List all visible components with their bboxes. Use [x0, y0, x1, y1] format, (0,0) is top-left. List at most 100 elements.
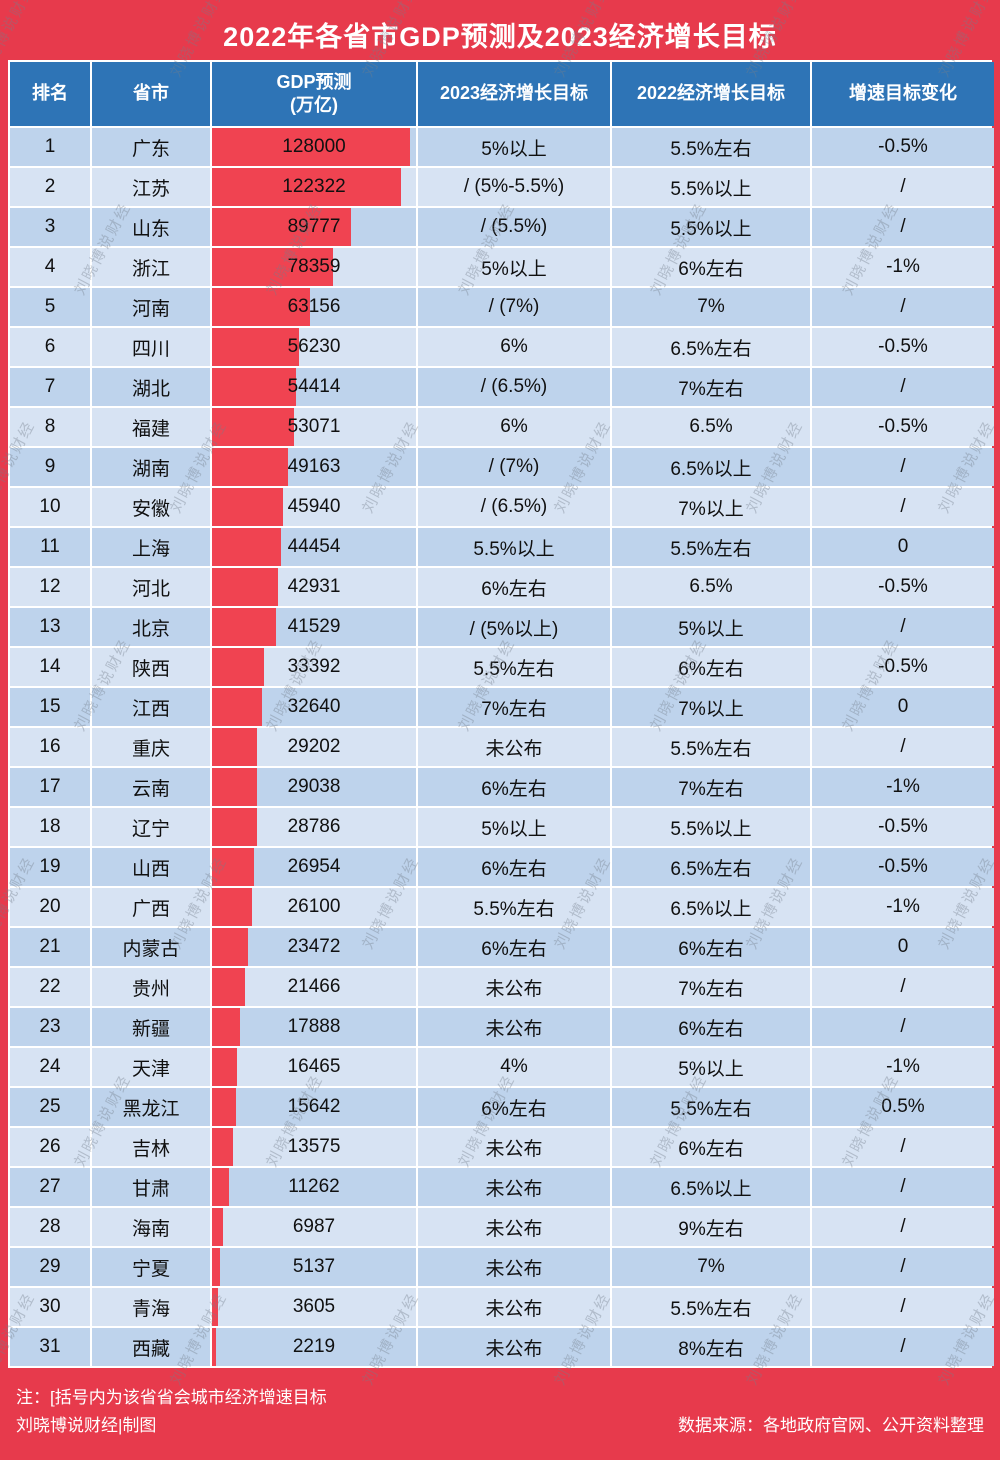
change-cell: /	[812, 728, 994, 766]
change-cell: 0	[812, 928, 994, 966]
gdp-bar	[212, 328, 299, 366]
change-cell: -1%	[812, 248, 994, 286]
gdp-bar	[212, 1008, 240, 1046]
target-2022-cell: 7%左右	[612, 968, 810, 1006]
credit: 刘晓博说财经|制图	[16, 1416, 157, 1436]
rank-cell: 19	[10, 848, 90, 886]
province-cell: 海南	[92, 1208, 210, 1246]
gdp-cell: 41529	[212, 608, 416, 646]
gdp-cell: 13575	[212, 1128, 416, 1166]
target-2022-cell: 9%左右	[612, 1208, 810, 1246]
gdp-bar	[212, 368, 296, 406]
header-target-2022: 2022经济增长目标	[612, 62, 810, 126]
change-cell: -0.5%	[812, 328, 994, 366]
gdp-table: 排名 省市 GDP预测 (万亿) 2023经济增长目标 2022经济增长目标 增…	[8, 60, 994, 1368]
province-cell: 湖北	[92, 368, 210, 406]
rank-cell: 11	[10, 528, 90, 566]
province-cell: 河南	[92, 288, 210, 326]
gdp-cell: 16465	[212, 1048, 416, 1086]
target-2022-cell: 6%左右	[612, 648, 810, 686]
rank-cell: 22	[10, 968, 90, 1006]
gdp-value: 122322	[282, 176, 346, 197]
table-row: 5 河南 63156 / (7%) 7% /	[10, 288, 994, 326]
change-cell: /	[812, 288, 994, 326]
gdp-cell: 5137	[212, 1248, 416, 1286]
change-cell: /	[812, 1208, 994, 1246]
province-cell: 宁夏	[92, 1248, 210, 1286]
target-2022-cell: 7%	[612, 1248, 810, 1286]
change-cell: -0.5%	[812, 648, 994, 686]
gdp-value: 42931	[287, 576, 341, 597]
gdp-bar	[212, 1048, 237, 1086]
province-cell: 内蒙古	[92, 928, 210, 966]
gdp-value: 6987	[292, 1216, 336, 1237]
gdp-value: 41529	[287, 616, 341, 637]
target-2023-cell: 7%左右	[418, 688, 610, 726]
province-cell: 贵州	[92, 968, 210, 1006]
target-2023-cell: 6%左右	[418, 928, 610, 966]
rank-cell: 10	[10, 488, 90, 526]
target-2023-cell: 5%以上	[418, 248, 610, 286]
change-cell: -0.5%	[812, 808, 994, 846]
province-cell: 江西	[92, 688, 210, 726]
province-cell: 甘肃	[92, 1168, 210, 1206]
rank-cell: 3	[10, 208, 90, 246]
change-cell: /	[812, 1168, 994, 1206]
province-cell: 天津	[92, 1048, 210, 1086]
gdp-bar	[212, 288, 310, 326]
target-2022-cell: 6.5%以上	[612, 1168, 810, 1206]
target-2022-cell: 6.5%	[612, 408, 810, 446]
gdp-cell: 26954	[212, 848, 416, 886]
gdp-value: 29038	[287, 776, 341, 797]
target-2022-cell: 7%左右	[612, 368, 810, 406]
rank-cell: 20	[10, 888, 90, 926]
header-change: 增速目标变化	[812, 62, 994, 126]
rank-cell: 4	[10, 248, 90, 286]
table-row: 25 黑龙江 15642 6%左右 5.5%左右 0.5%	[10, 1088, 994, 1126]
province-cell: 北京	[92, 608, 210, 646]
gdp-value: 49163	[287, 456, 341, 477]
target-2023-cell: 未公布	[418, 1168, 610, 1206]
gdp-bar	[212, 768, 257, 806]
target-2022-cell: 5%以上	[612, 1048, 810, 1086]
target-2023-cell: 5.5%左右	[418, 888, 610, 926]
province-cell: 江苏	[92, 168, 210, 206]
target-2022-cell: 6.5%	[612, 568, 810, 606]
table-row: 1 广东 128000 5%以上 5.5%左右 -0.5%	[10, 128, 994, 166]
change-cell: -0.5%	[812, 848, 994, 886]
target-2023-cell: / (6.5%)	[418, 368, 610, 406]
table-row: 19 山西 26954 6%左右 6.5%左右 -0.5%	[10, 848, 994, 886]
rank-cell: 9	[10, 448, 90, 486]
target-2022-cell: 5.5%以上	[612, 808, 810, 846]
change-cell: 0	[812, 528, 994, 566]
gdp-value: 63156	[287, 296, 341, 317]
change-cell: /	[812, 608, 994, 646]
table-row: 20 广西 26100 5.5%左右 6.5%以上 -1%	[10, 888, 994, 926]
rank-cell: 15	[10, 688, 90, 726]
target-2023-cell: / (7%)	[418, 448, 610, 486]
gdp-value: 56230	[287, 336, 341, 357]
gdp-value: 16465	[287, 1056, 341, 1077]
gdp-cell: 29038	[212, 768, 416, 806]
gdp-value: 53071	[287, 416, 341, 437]
province-cell: 广东	[92, 128, 210, 166]
gdp-value: 89777	[287, 216, 341, 237]
gdp-value: 2219	[292, 1336, 336, 1357]
change-cell: /	[812, 488, 994, 526]
table-row: 8 福建 53071 6% 6.5% -0.5%	[10, 408, 994, 446]
header-gdp-line2: (万亿)	[290, 95, 338, 115]
gdp-value: 29202	[287, 736, 341, 757]
table-row: 13 北京 41529 / (5%以上) 5%以上 /	[10, 608, 994, 646]
change-cell: /	[812, 448, 994, 486]
change-cell: -1%	[812, 1048, 994, 1086]
target-2022-cell: 5.5%以上	[612, 208, 810, 246]
table-row: 28 海南 6987 未公布 9%左右 /	[10, 1208, 994, 1246]
gdp-bar	[212, 888, 252, 926]
gdp-value: 54414	[287, 376, 341, 397]
gdp-cell: 15642	[212, 1088, 416, 1126]
rank-cell: 6	[10, 328, 90, 366]
target-2022-cell: 5.5%左右	[612, 528, 810, 566]
target-2023-cell: 4%	[418, 1048, 610, 1086]
gdp-bar	[212, 928, 248, 966]
